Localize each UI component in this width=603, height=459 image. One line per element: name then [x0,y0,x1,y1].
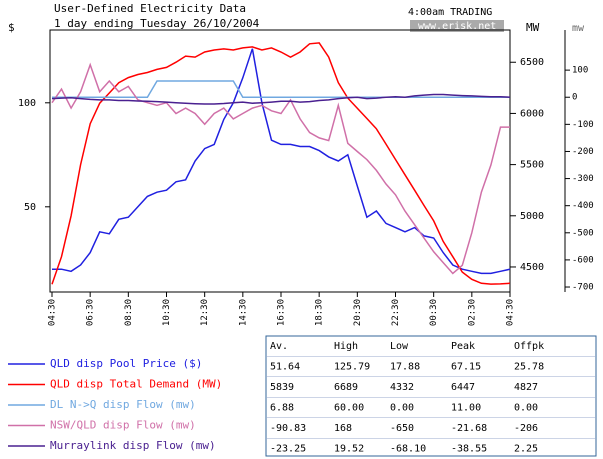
x-tick-label: 06:30 [86,299,96,326]
y3-tick-label: 100 [572,66,588,76]
table-cell: 5839 [270,382,294,393]
table-cell: 19.52 [334,444,364,455]
table-cell: -68.10 [390,444,426,455]
y2-axis-label: MW [526,21,540,34]
y-axis-label: $ [8,21,15,34]
table-header: Av. [270,341,288,352]
table-cell: 0.00 [514,403,538,414]
table-cell: -21.68 [451,423,487,434]
table-cell: 4827 [514,382,538,393]
y3-tick-label: -300 [572,174,594,184]
table-cell: 6689 [334,382,358,393]
y3-tick-label: -600 [572,255,594,265]
table-cell: -90.83 [270,423,306,434]
y-tick-label: 100 [18,98,36,109]
table-cell: -206 [514,423,538,434]
table-cell: -650 [390,423,414,434]
x-tick-label: 14:30 [238,299,248,326]
legend-label: Murraylink disp Flow (mw) [50,439,216,452]
x-tick-label: 22:30 [391,299,401,326]
table-cell: 25.78 [514,362,544,373]
x-tick-label: 00:30 [429,299,439,326]
series-line [52,48,511,275]
y-tick-label: 50 [24,202,36,213]
site-badge [410,20,504,32]
y3-tick-label: -100 [572,120,594,130]
table-cell: 6.88 [270,403,294,414]
table-cell: 0.00 [390,403,414,414]
y2-tick-label: 6000 [520,108,544,119]
table-cell: 51.64 [270,362,300,373]
chart-subtitle: 1 day ending Tuesday 26/10/2004 [54,17,260,30]
table-cell: -38.55 [451,444,487,455]
table-cell: 6447 [451,382,475,393]
x-tick-label: 18:30 [315,299,325,326]
x-tick-label: 04:30 [48,299,58,326]
legend-label: DL N->Q disp Flow (mw) [50,398,196,411]
table-cell: 67.15 [451,362,481,373]
table-cell: 168 [334,423,352,434]
x-tick-label: 10:30 [162,299,172,326]
site-label: www.erisk.net [418,21,496,32]
x-tick-label: 04:30 [506,299,516,326]
y3-tick-label: -400 [572,201,594,211]
x-tick-label: 08:30 [124,299,134,326]
stats-table-frame [265,335,597,457]
table-cell: 60.00 [334,403,364,414]
y2-tick-label: 5000 [520,211,544,222]
x-tick-label: 20:30 [353,299,363,326]
x-tick-label: 02:30 [467,299,477,326]
legend-label: NSW/QLD disp Flow (mw) [50,419,196,432]
chart-title: User-Defined Electricity Data [54,2,246,15]
y3-tick-label: 0 [572,93,577,103]
x-tick-label: 12:30 [200,299,210,326]
x-tick-label: 16:30 [277,299,287,326]
y3-tick-label: -700 [572,283,594,293]
trading-label: 4:00am TRADING [408,7,492,18]
legend-label: QLD disp Total Demand (MW) [50,378,222,391]
table-cell: 125.79 [334,362,370,373]
y3-axis-label: mw [572,23,585,34]
y3-tick-label: -200 [572,147,594,157]
table-header: Peak [451,341,475,352]
table-header: Low [390,341,409,352]
y2-tick-label: 5500 [520,160,544,171]
series-line [52,80,510,98]
table-header: High [334,341,358,352]
table-header: Offpk [514,341,544,352]
table-cell: 17.88 [390,362,420,373]
y3-tick-label: -500 [572,228,594,238]
series-line [51,93,511,105]
table-cell: 4332 [390,382,414,393]
table-cell: -23.25 [270,444,306,455]
plot-frame [49,29,511,293]
table-cell: 2.25 [514,444,538,455]
y2-tick-label: 4500 [520,262,544,273]
series-line [51,42,511,285]
legend-label: QLD disp Pool Price ($) [50,357,202,370]
table-cell: 11.00 [451,403,481,414]
y2-tick-label: 6500 [520,57,544,68]
series-line [51,62,510,275]
